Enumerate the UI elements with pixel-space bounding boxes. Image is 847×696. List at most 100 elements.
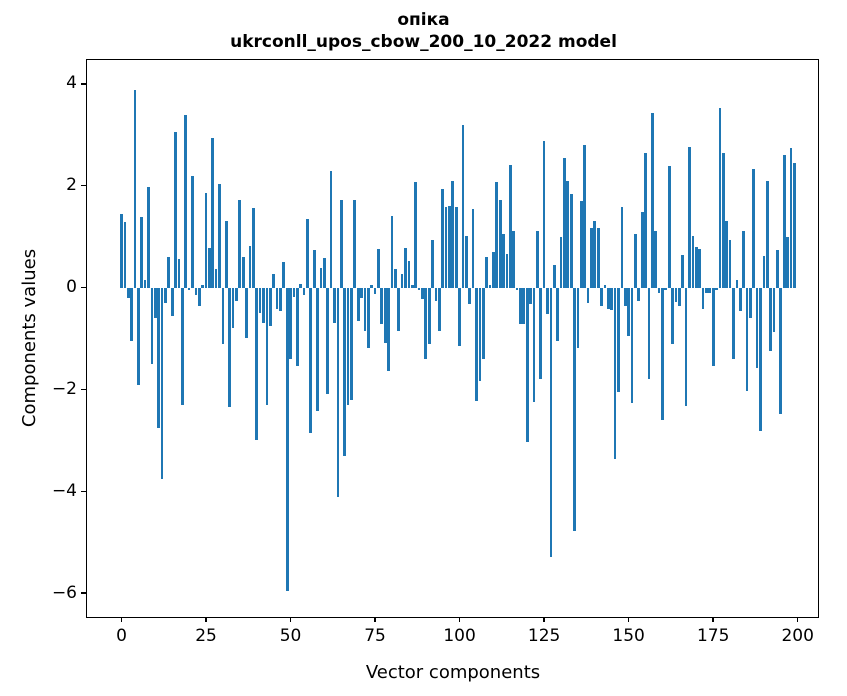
bar: [471, 209, 475, 288]
bar: [650, 113, 654, 288]
bar: [255, 287, 259, 441]
chart-title: опіка: [397, 10, 450, 30]
bar: [170, 287, 174, 316]
bar: [312, 250, 316, 288]
bar: [684, 287, 688, 406]
x-tick-mark: [627, 617, 630, 622]
bar: [583, 145, 587, 288]
bar: [542, 140, 546, 288]
bar: [194, 287, 198, 296]
bar: [546, 287, 549, 315]
bar: [380, 287, 384, 325]
bar: [603, 285, 607, 288]
bar: [630, 287, 634, 403]
bar: [529, 287, 532, 305]
bar: [505, 254, 509, 288]
bar: [654, 231, 658, 288]
bar: [245, 287, 248, 339]
chart-subtitle: ukrconll_upos_cbow_200_10_2022 model: [230, 32, 617, 52]
bar: [475, 287, 478, 401]
bar: [593, 220, 597, 288]
bar: [377, 249, 380, 288]
bar: [478, 287, 482, 381]
bar: [394, 269, 397, 288]
x-tick-label: 25: [195, 626, 217, 646]
bar: [275, 287, 279, 309]
bar: [221, 287, 225, 344]
bar: [252, 207, 255, 288]
bar: [390, 215, 394, 288]
bar: [559, 236, 563, 288]
bar: [772, 287, 776, 333]
bar: [607, 287, 610, 309]
bar: [404, 247, 407, 288]
x-tick-label: 150: [612, 626, 645, 646]
bar: [333, 287, 336, 323]
bar: [180, 287, 184, 405]
bar: [556, 287, 559, 342]
bar: [137, 287, 140, 386]
bar: [563, 157, 566, 288]
bar: [407, 261, 411, 288]
bar: [417, 287, 421, 291]
bar: [749, 287, 752, 318]
bar: [536, 231, 539, 288]
bar: [688, 147, 691, 288]
bar: [360, 287, 363, 298]
bar: [725, 220, 729, 288]
y-tick-label: −6: [51, 582, 77, 603]
bar: [295, 287, 299, 366]
y-tick-label: 0: [66, 277, 77, 298]
bar: [779, 287, 783, 414]
bar: [228, 287, 232, 408]
bar: [140, 216, 144, 288]
bar: [715, 287, 718, 291]
bar: [481, 287, 485, 360]
bar: [258, 287, 262, 314]
bar: [752, 168, 756, 288]
bar: [363, 287, 367, 331]
bar: [231, 287, 235, 329]
bar: [184, 115, 188, 288]
bar: [765, 181, 769, 288]
bar: [492, 252, 495, 288]
bar: [373, 287, 377, 294]
bar: [204, 193, 208, 288]
bar: [441, 189, 445, 288]
bar: [610, 287, 614, 310]
bar: [292, 287, 296, 297]
bar: [549, 287, 553, 558]
bar: [738, 287, 742, 311]
bar: [187, 287, 191, 291]
bar: [579, 200, 583, 288]
bar: [120, 214, 123, 288]
bar: [133, 90, 137, 288]
bar: [468, 287, 472, 305]
bar: [147, 187, 150, 288]
bar: [397, 287, 401, 331]
bar: [769, 287, 772, 351]
bar: [434, 287, 438, 301]
bar: [512, 230, 516, 288]
x-tick-label: 125: [527, 626, 561, 646]
bar: [596, 227, 600, 288]
bar: [201, 285, 204, 288]
bar: [525, 287, 529, 442]
bar: [130, 287, 133, 342]
bar: [265, 287, 269, 405]
bar: [366, 287, 370, 348]
bar: [444, 207, 448, 288]
bar: [451, 180, 455, 288]
bar: [272, 274, 275, 288]
bar: [329, 170, 333, 288]
bar: [792, 162, 796, 288]
x-tick-label: 75: [364, 626, 386, 646]
bar: [701, 287, 705, 309]
bar: [214, 269, 218, 288]
bar: [502, 234, 505, 288]
bar: [235, 287, 238, 301]
bar: [356, 287, 360, 321]
bar: [613, 287, 617, 460]
bar: [123, 222, 127, 288]
